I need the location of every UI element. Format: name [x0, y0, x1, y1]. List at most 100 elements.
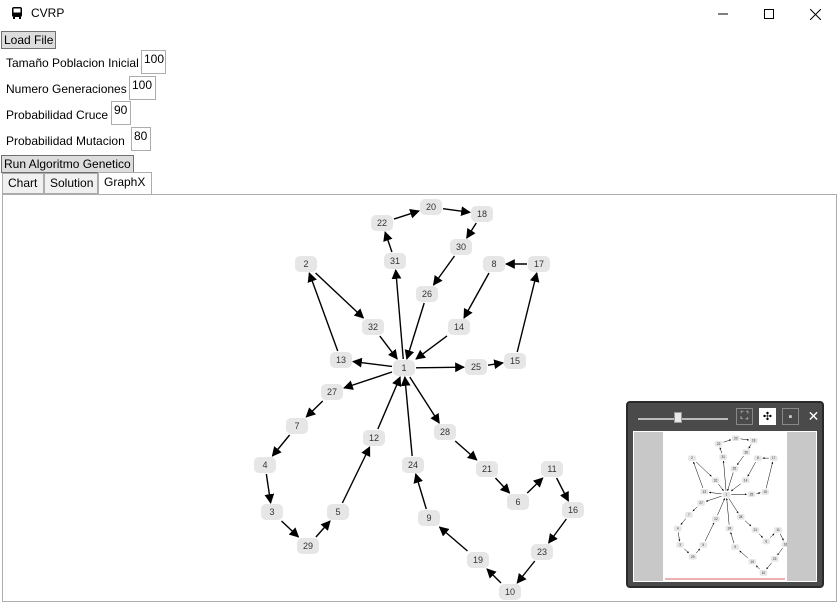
node-14[interactable]: 14 [448, 319, 470, 335]
minimap-node-label: 7 [688, 513, 690, 517]
close-button[interactable] [792, 0, 838, 28]
maximize-icon [764, 9, 774, 19]
node-3[interactable]: 3 [261, 504, 283, 520]
maximize-button[interactable] [746, 0, 792, 28]
zoom-slider-track[interactable] [638, 418, 728, 420]
node-label: 19 [473, 555, 483, 565]
route-graph: 1234567891011121314151617181920212223242… [254, 199, 584, 600]
node-8[interactable]: 8 [483, 256, 505, 272]
node-26[interactable]: 26 [416, 286, 438, 302]
edge-14-1 [415, 335, 448, 360]
minimap-node-24: 24 [725, 525, 734, 532]
minimap-node-26: 26 [730, 465, 739, 472]
minimap-edge-21-6 [758, 533, 763, 538]
minimap-page: 1 2 3 4 5 6 7 8 9 10 11 12 13 14 15 16 17 18 19 20 21 22 23 24 2… [663, 432, 790, 581]
node-7[interactable]: 7 [286, 418, 308, 434]
minimap-edge-19-9 [739, 550, 748, 559]
node-23[interactable]: 23 [531, 544, 553, 560]
node-label: 20 [426, 202, 436, 212]
crossover-field[interactable]: 90 [111, 101, 131, 125]
minimap-node-label: 13 [703, 490, 707, 494]
node-label: 30 [456, 242, 466, 252]
population-field[interactable]: 100 [141, 50, 166, 74]
minimap-edge-22-20 [723, 439, 732, 443]
edge-26-1 [404, 302, 425, 360]
minimap-close-icon[interactable]: ✕ [807, 408, 820, 424]
node-12[interactable]: 12 [363, 430, 385, 446]
mutation-field[interactable]: 80 [131, 127, 151, 151]
node-25[interactable]: 25 [465, 359, 487, 375]
node-6[interactable]: 6 [507, 494, 529, 510]
minimap-node-label: 14 [744, 478, 748, 482]
minimap-node-8: 8 [754, 455, 762, 461]
node-24[interactable]: 24 [402, 457, 424, 473]
edge-28-21 [454, 440, 478, 461]
edge-8-14 [463, 272, 490, 319]
node-17[interactable]: 17 [528, 256, 550, 272]
node-label: 5 [335, 507, 340, 517]
tab-solution[interactable]: Solution [44, 173, 98, 194]
node-27[interactable]: 27 [321, 384, 343, 400]
minimap-node-label: 17 [772, 456, 776, 460]
minimap-edge-1-27 [705, 495, 722, 502]
node-5[interactable]: 5 [327, 504, 349, 520]
node-label: 31 [390, 256, 400, 266]
minimap-node-label: 8 [757, 456, 759, 460]
center-icon[interactable]: ▪ [782, 408, 799, 425]
minimap-edge-11-16 [779, 533, 784, 541]
node-13[interactable]: 13 [330, 352, 352, 368]
node-18[interactable]: 18 [471, 206, 493, 222]
minimap-node-label: 29 [691, 555, 695, 559]
minimap-edge-6-11 [769, 533, 775, 538]
edge-18-30 [466, 222, 477, 239]
node-label: 10 [505, 587, 515, 597]
node-1[interactable]: 1 [393, 360, 415, 376]
minimap-node-label: 5 [702, 543, 704, 547]
node-15[interactable]: 15 [504, 353, 526, 369]
graph-canvas[interactable]: 1 2 3 4 5 6 7 8 9 10 11 12 13 14 15 16 17 18 19 20 21 22 23 24 2… [2, 194, 837, 602]
run-algorithm-button[interactable]: Run Algoritmo Genetico [1, 155, 134, 173]
fill-icon[interactable]: ✣ [759, 408, 776, 425]
node-label: 11 [547, 464, 556, 474]
node-31[interactable]: 31 [384, 253, 406, 269]
node-28[interactable]: 28 [434, 424, 456, 440]
node-label: 6 [515, 497, 520, 507]
node-20[interactable]: 20 [420, 199, 442, 215]
generations-field[interactable]: 100 [129, 76, 156, 100]
minimap-view[interactable]: 1 2 3 4 5 6 7 8 9 10 11 12 13 14 15 16 17 18 19 20 21 22 23 24 2… [633, 431, 817, 582]
load-file-button[interactable]: Load File [1, 31, 57, 49]
node-16[interactable]: 16 [562, 502, 584, 518]
node-19[interactable]: 19 [467, 552, 489, 568]
node-11[interactable]: 11 [541, 461, 563, 477]
edge-22-20 [393, 208, 420, 220]
minimap-node-label: 15 [763, 490, 767, 494]
node-4[interactable]: 4 [254, 457, 276, 473]
minimap-edge-15-17 [765, 461, 774, 489]
fit-icon[interactable]: ⛶ [736, 408, 753, 425]
tab-graphx[interactable]: GraphX [98, 172, 152, 195]
minimap-node-label: 32 [714, 478, 718, 482]
minimap-edge-9-24 [730, 532, 735, 544]
minimize-button[interactable] [700, 0, 746, 28]
edge-25-15 [487, 359, 504, 370]
node-label: 2 [303, 259, 308, 269]
node-29[interactable]: 29 [297, 538, 319, 554]
node-30[interactable]: 30 [450, 239, 472, 255]
node-9[interactable]: 9 [418, 510, 440, 526]
minimap-node-19: 19 [748, 558, 757, 565]
tab-chart[interactable]: Chart [2, 173, 44, 194]
title-bar: CVRP [0, 0, 838, 28]
node-22[interactable]: 22 [371, 215, 393, 231]
node-10[interactable]: 10 [499, 584, 521, 600]
node-21[interactable]: 21 [476, 461, 498, 477]
edge-9-24 [413, 473, 427, 510]
minimap-node-23: 23 [770, 556, 779, 562]
zoom-slider-thumb[interactable] [674, 412, 682, 423]
node-32[interactable]: 32 [362, 319, 384, 335]
minimap-node-10: 10 [759, 570, 768, 576]
minimap-node-32: 32 [711, 477, 720, 483]
edge-1-31 [391, 269, 404, 360]
minimap-edge-13-2 [693, 461, 704, 489]
node-label: 23 [537, 547, 547, 557]
node-2[interactable]: 2 [295, 256, 317, 272]
